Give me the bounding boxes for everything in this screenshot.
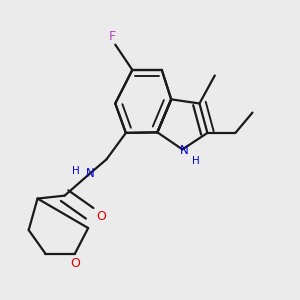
Text: F: F — [109, 30, 116, 43]
Text: N: N — [86, 167, 95, 180]
Text: O: O — [70, 257, 80, 271]
Text: N: N — [179, 144, 188, 158]
Text: H: H — [72, 167, 80, 176]
Text: O: O — [96, 210, 106, 223]
Text: H: H — [192, 156, 200, 166]
